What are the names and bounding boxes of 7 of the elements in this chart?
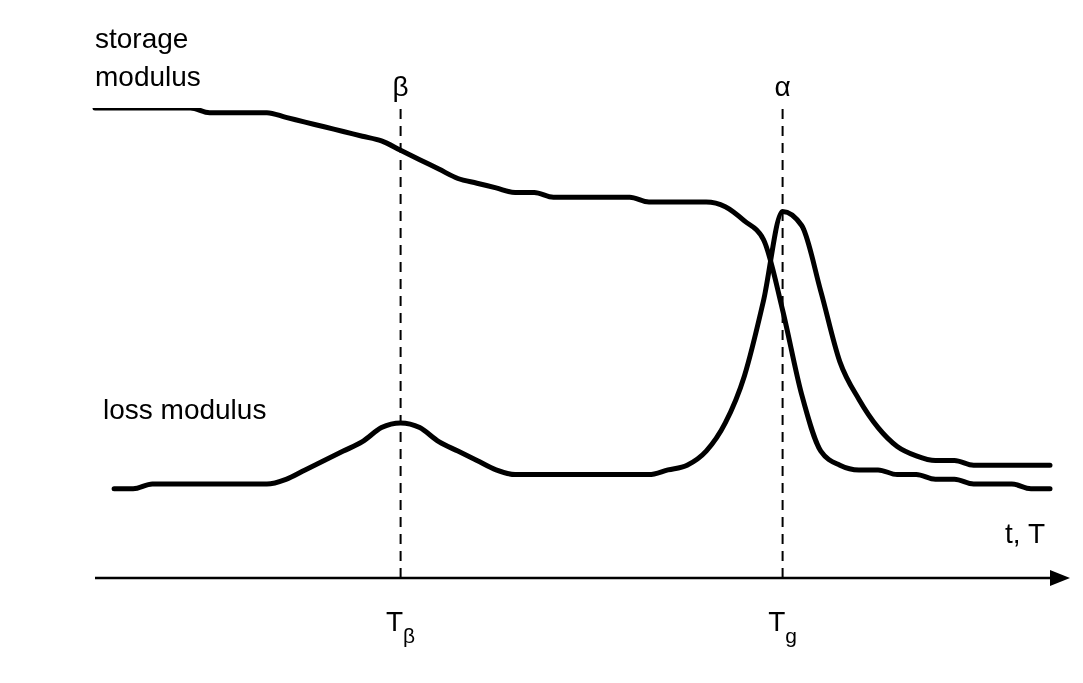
ref-line-label: α [774,71,791,102]
x-axis-title: t, T [1005,518,1045,550]
x-tick-label: T$_{g}$ [768,606,797,647]
ref-line-label: β [392,71,409,102]
text: loss modulus [103,393,268,427]
x-tick-label: T$_{β}$ [386,606,416,647]
series-label: storage modulus [95,22,202,94]
